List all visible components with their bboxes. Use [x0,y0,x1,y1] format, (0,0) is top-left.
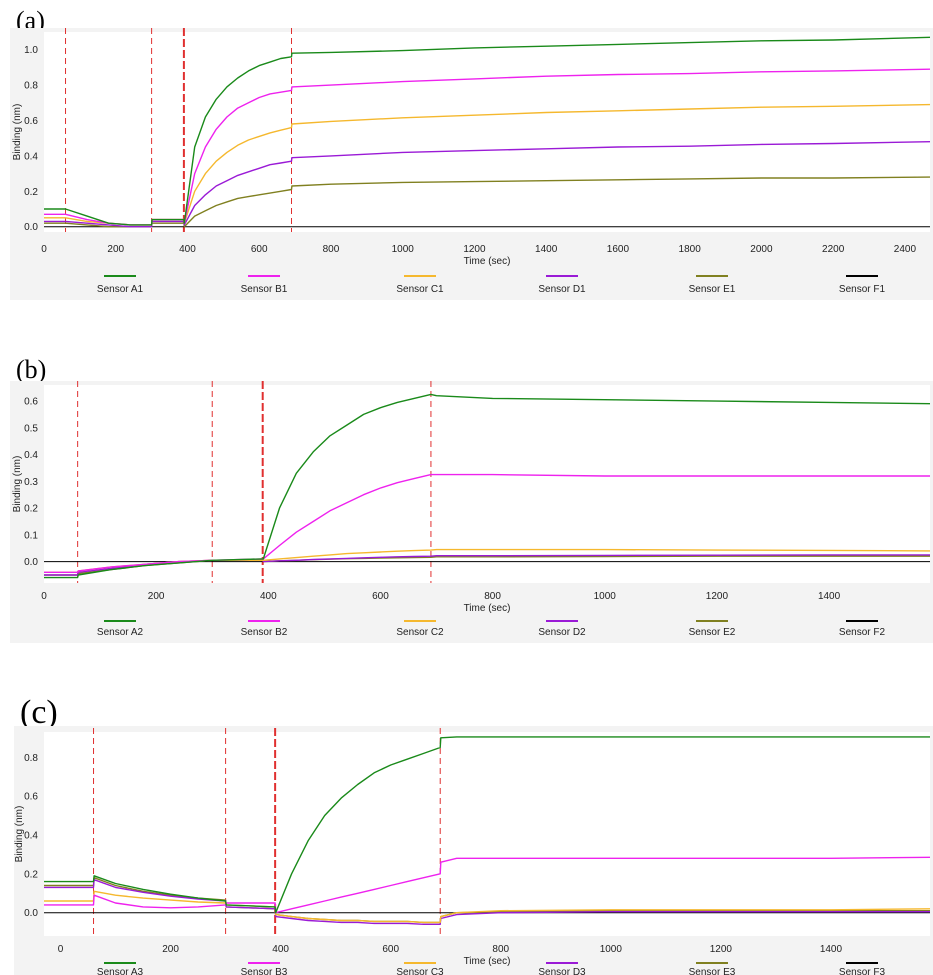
x-tick-label: 0 [41,591,47,602]
legend-label: Sensor A2 [97,627,144,638]
x-tick-label: 400 [260,591,277,602]
x-tick-label: 1200 [710,944,733,955]
plot-area [44,732,930,936]
x-axis-title: Time (sec) [464,603,511,614]
legend-label: Sensor B3 [241,967,288,975]
x-tick-label: 1200 [706,591,729,602]
y-tick-label: 0.1 [24,530,38,541]
chart-svg-c: 0.0 0.2 0.4 0.6 0.8 0 200 400 600 800 1000 1200 1400… [14,728,931,975]
y-tick-label: 0.0 [24,908,38,919]
legend-label: Sensor B1 [241,284,288,295]
x-tick-label: 1000 [600,944,623,955]
chart-svg-a: 0.0 0.2 0.4 0.6 0.8 1.0 0 200 400 600 800 1000 1200 1… [12,28,931,295]
x-tick-label: 1000 [392,244,415,255]
x-tick-label: 600 [372,591,389,602]
y-tick-label: 0.3 [24,477,38,488]
y-tick-label: 0.2 [24,504,38,515]
legend-label: Sensor E3 [689,967,736,975]
x-tick-label: 800 [492,944,509,955]
x-tick-label: 1400 [818,591,841,602]
y-tick-label: 0.6 [24,397,38,408]
y-tick-label: 0.0 [24,557,38,568]
x-axis-title: Time (sec) [464,956,511,967]
y-tick-label: 0.0 [24,222,38,233]
legend-label: Sensor F2 [839,627,886,638]
x-tick-label: 2200 [822,244,845,255]
series-line-sensor-c3 [44,890,931,924]
panel-label-b: (b) [16,355,47,384]
y-tick-label: 0.6 [24,792,38,803]
legend-label: Sensor D1 [538,284,586,295]
legend-label: Sensor E2 [689,627,736,638]
series-line-sensor-b3 [44,856,931,914]
x-tick-label: 200 [162,944,179,955]
chart-panel-c: (c) 0.0 0.2 0.4 0.6 0.8 0 200 400 600 800 1000 1200… [0,690,933,975]
legend-label: Sensor A3 [97,967,144,975]
x-tick-label: 800 [323,244,340,255]
x-tick-label: 600 [382,944,399,955]
legend-label: Sensor B2 [241,627,288,638]
chart-svg-b: 0.0 0.1 0.2 0.3 0.4 0.5 0.6 0 200 400 600 800 1000 12… [12,381,931,638]
series-line-sensor-b2 [44,473,930,574]
legend-label: Sensor D2 [538,627,586,638]
y-tick-label: 0.8 [24,753,38,764]
x-tick-label: 1000 [594,591,617,602]
series-line-sensor-a3 [44,736,930,914]
y-tick-label: 0.8 [24,81,38,92]
x-tick-label: 800 [484,591,501,602]
x-tick-label: 0 [41,244,47,255]
y-tick-label: 0.4 [24,450,38,461]
y-tick-label: 0.5 [24,423,38,434]
y-axis-title: Binding (nm) [12,456,23,513]
x-tick-label: 2000 [750,244,773,255]
x-tick-label: 2400 [894,244,917,255]
legend-label: Sensor C3 [396,967,444,975]
x-axis-title: Time (sec) [464,256,511,267]
x-tick-label: 200 [148,591,165,602]
legend-label: Sensor F3 [839,967,886,975]
chart-panel-b: (b) 0.0 0.1 0.2 0.3 0.4 0.5 0.6 0 200 400 600 800 10… [0,355,933,645]
x-tick-label: 600 [251,244,268,255]
x-tick-label: 1400 [535,244,558,255]
y-tick-label: 0.4 [24,151,38,162]
panel-label-c: (c) [20,694,58,731]
x-tick-label: 1800 [679,244,702,255]
y-tick-label: 0.2 [24,187,38,198]
plot-area [44,385,930,583]
chart-panel-a: (a) 0.0 0.2 0.4 0.6 0.8 1.0 0 200 400 600 800 1000 1… [0,0,933,302]
legend-label: Sensor C2 [396,627,444,638]
legend-label: Sensor E1 [689,284,736,295]
x-tick-label: 200 [107,244,124,255]
legend-label: Sensor C1 [396,284,444,295]
legend-label: Sensor F1 [839,284,886,295]
x-tick-label: 400 [179,244,196,255]
y-tick-label: 0.4 [24,830,38,841]
y-tick-label: 1.0 [24,45,38,56]
series-line-sensor-d1 [44,141,931,228]
y-tick-label: 0.2 [24,869,38,880]
y-axis-title: Binding (nm) [12,104,23,161]
x-tick-label: 1400 [820,944,843,955]
y-tick-label: 0.6 [24,116,38,127]
y-axis-title: Binding (nm) [14,806,25,863]
x-tick-label: 0 [58,944,64,955]
series-line-sensor-a1 [44,36,931,226]
plot-area [44,32,930,232]
legend-label: Sensor D3 [538,967,586,975]
x-tick-label: 400 [272,944,289,955]
series-line-sensor-d3 [44,878,930,926]
series-line-sensor-a2 [44,393,931,579]
x-tick-label: 1200 [463,244,486,255]
x-tick-label: 1600 [607,244,630,255]
legend-label: Sensor A1 [97,284,144,295]
